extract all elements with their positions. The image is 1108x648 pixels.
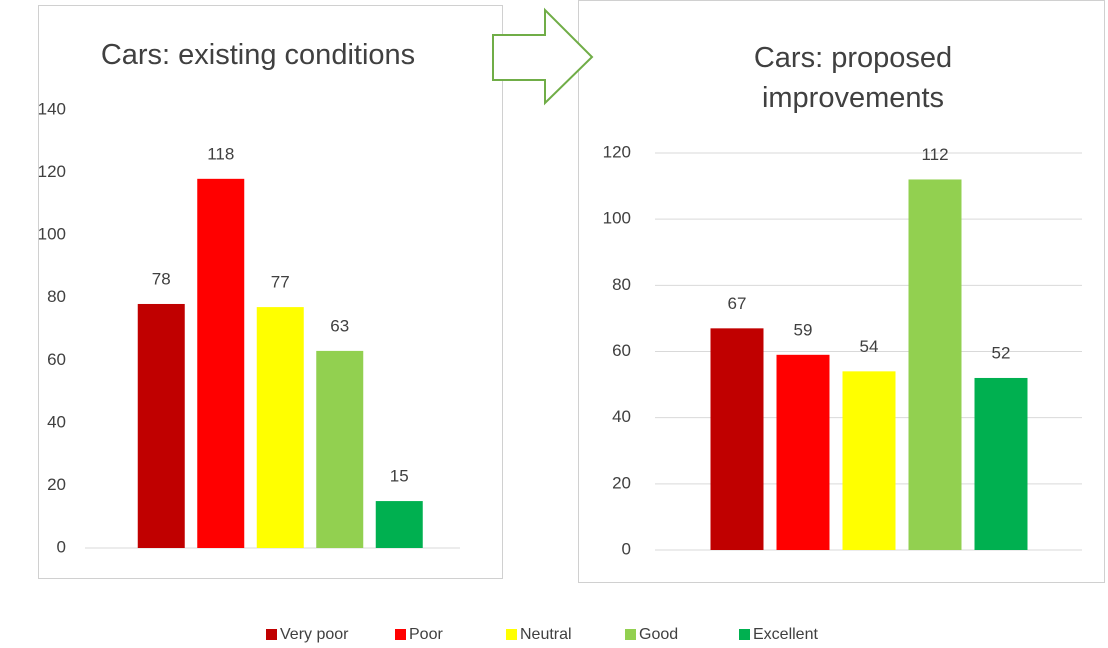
y-tick-label: 100	[38, 225, 66, 244]
y-tick-label: 60	[612, 341, 631, 360]
legend-swatch	[395, 629, 406, 640]
bar	[137, 303, 185, 548]
y-tick-label: 80	[612, 275, 631, 294]
data-label: 59	[794, 320, 813, 339]
data-label: 67	[728, 294, 747, 313]
legend-label: Very poor	[280, 626, 349, 643]
legend-swatch	[266, 629, 277, 640]
data-label: 77	[271, 273, 290, 292]
legend-label: Good	[639, 626, 678, 643]
y-tick-label: 80	[47, 287, 66, 306]
y-tick-label: 140	[38, 99, 66, 118]
legend-label: Poor	[409, 626, 443, 643]
bar	[908, 179, 962, 550]
y-tick-label: 0	[57, 537, 66, 556]
y-tick-label: 20	[612, 473, 631, 492]
data-label: 78	[152, 269, 171, 288]
legend-swatch	[739, 629, 750, 640]
bar	[842, 371, 896, 550]
chart-title: Cars: proposed improvements	[753, 42, 953, 114]
y-tick-label: 20	[47, 475, 66, 494]
bar	[974, 377, 1028, 550]
bar	[197, 178, 245, 549]
data-label: 15	[390, 467, 409, 486]
legend-swatch	[506, 629, 517, 640]
data-label: 63	[330, 316, 349, 335]
legend-label: Neutral	[520, 626, 572, 643]
chart-title: Cars: existing conditions	[100, 39, 416, 71]
bar	[710, 328, 764, 550]
bar	[776, 354, 830, 550]
y-tick-label: 40	[612, 407, 631, 426]
legend-swatch	[625, 629, 636, 640]
y-tick-label: 60	[47, 350, 66, 369]
y-tick-label: 120	[38, 162, 66, 181]
arrow	[492, 7, 594, 106]
y-tick-label: 120	[603, 142, 631, 161]
data-label: 54	[860, 337, 879, 356]
data-label: 112	[921, 145, 948, 164]
bar	[316, 350, 364, 548]
y-tick-label: 0	[622, 539, 631, 558]
bar	[256, 307, 304, 548]
data-label: 118	[207, 144, 234, 163]
legend-label: Excellent	[753, 626, 818, 643]
y-tick-label: 40	[47, 412, 66, 431]
y-tick-label: 100	[603, 209, 631, 228]
bar	[375, 501, 423, 548]
data-label: 52	[992, 343, 1011, 362]
